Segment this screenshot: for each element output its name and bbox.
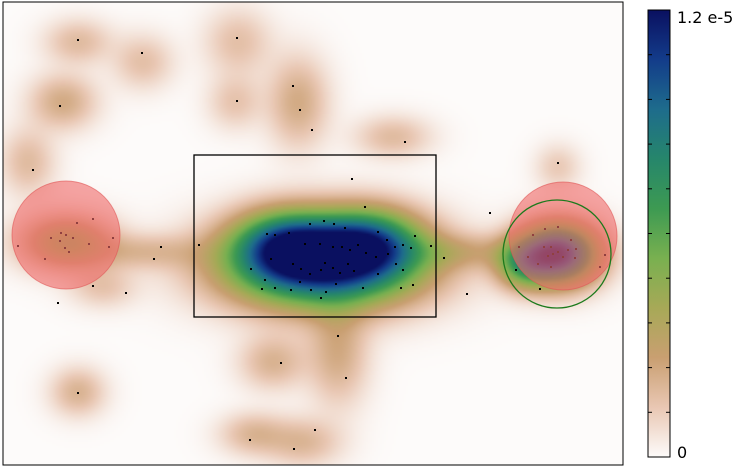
data-point	[365, 252, 367, 254]
data-point	[337, 335, 339, 337]
data-point	[323, 220, 325, 222]
data-point	[410, 247, 412, 249]
data-point	[400, 287, 402, 289]
data-point	[125, 292, 127, 294]
data-point	[274, 287, 276, 289]
data-point	[198, 244, 200, 246]
green-circle	[502, 199, 612, 309]
data-point	[443, 257, 445, 259]
data-point	[299, 281, 301, 283]
data-point	[77, 39, 79, 41]
colorbar: 1.2 e-5 0	[647, 8, 733, 462]
data-point	[345, 377, 347, 379]
data-point	[404, 141, 406, 143]
data-point	[300, 268, 302, 270]
data-point	[351, 178, 353, 180]
highlight-circles	[11, 180, 618, 309]
data-point	[92, 285, 94, 287]
data-point	[333, 223, 335, 225]
region-rectangle	[193, 154, 437, 318]
red-circle	[508, 181, 618, 291]
data-point	[394, 246, 396, 248]
data-point	[341, 246, 343, 248]
data-point	[310, 289, 312, 291]
data-point	[386, 239, 388, 241]
red-circle	[11, 180, 121, 290]
data-point	[339, 272, 341, 274]
colorbar-ticks	[648, 9, 670, 458]
data-point	[309, 273, 311, 275]
data-point	[309, 223, 311, 225]
data-point	[236, 37, 238, 39]
data-point	[292, 85, 294, 87]
data-point	[153, 258, 155, 260]
data-point	[32, 169, 34, 171]
data-point	[402, 269, 404, 271]
data-point	[261, 288, 263, 290]
data-point	[377, 231, 379, 233]
data-point	[299, 109, 301, 111]
data-point	[325, 291, 327, 293]
data-point	[292, 263, 294, 265]
data-point	[539, 288, 541, 290]
data-point	[347, 263, 349, 265]
data-point	[274, 234, 276, 236]
data-point	[311, 129, 313, 131]
data-point	[293, 448, 295, 450]
data-point	[266, 233, 268, 235]
plot-frame	[2, 1, 624, 466]
data-point	[332, 267, 334, 269]
data-point	[160, 246, 162, 248]
data-point	[290, 289, 292, 291]
data-point	[395, 263, 397, 265]
data-point	[412, 284, 414, 286]
colorbar-min-label: 0	[677, 443, 687, 462]
data-point	[557, 162, 559, 164]
data-point	[270, 258, 272, 260]
data-point	[324, 262, 326, 264]
data-point	[402, 244, 404, 246]
data-point	[515, 269, 517, 271]
data-point	[364, 206, 366, 208]
colorbar-max-label: 1.2 e-5	[677, 8, 733, 27]
data-point	[77, 392, 79, 394]
data-point	[250, 268, 252, 270]
data-point	[349, 249, 351, 251]
data-point	[332, 246, 334, 248]
data-point	[59, 105, 61, 107]
data-point	[280, 362, 282, 364]
data-point	[335, 283, 337, 285]
data-point	[357, 244, 359, 246]
data-point	[320, 297, 322, 299]
data-point	[249, 439, 251, 441]
data-point	[319, 243, 321, 245]
data-point	[387, 253, 389, 255]
data-point	[353, 270, 355, 272]
data-point	[362, 287, 364, 289]
data-point	[375, 256, 377, 258]
data-point	[430, 245, 432, 247]
data-point	[377, 273, 379, 275]
data-point	[304, 243, 306, 245]
data-point	[414, 235, 416, 237]
data-point	[314, 429, 316, 431]
data-point	[57, 302, 59, 304]
data-point	[344, 227, 346, 229]
data-point	[320, 269, 322, 271]
data-point	[466, 293, 468, 295]
data-point	[141, 52, 143, 54]
data-point	[288, 232, 290, 234]
data-point	[489, 212, 491, 214]
plot-area	[2, 1, 624, 466]
data-point	[236, 100, 238, 102]
data-point	[264, 279, 266, 281]
